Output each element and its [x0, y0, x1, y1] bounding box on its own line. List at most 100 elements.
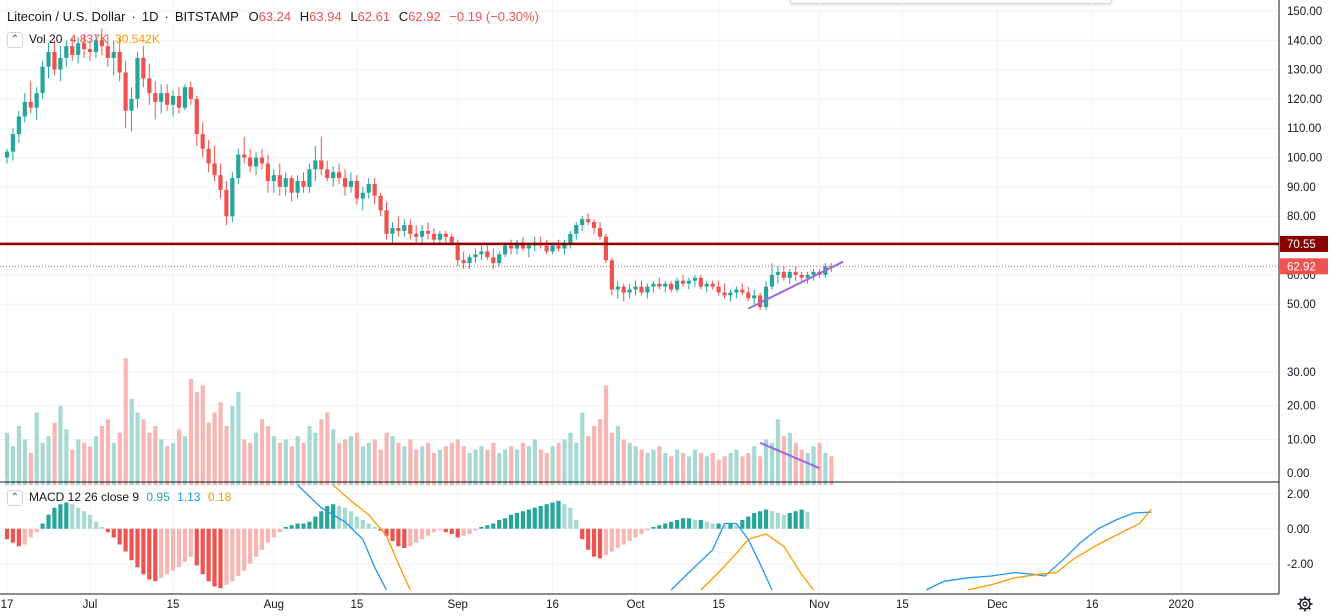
candle-body[interactable] [591, 222, 597, 228]
candle-body[interactable] [781, 271, 786, 278]
candle-body[interactable] [639, 286, 644, 293]
candle-body[interactable] [265, 163, 271, 182]
candle-body[interactable] [698, 277, 703, 287]
candle-body[interactable] [692, 277, 697, 281]
candle-body[interactable] [556, 245, 561, 249]
interval[interactable]: 1D [141, 9, 159, 24]
candle-body[interactable] [503, 245, 508, 255]
candle-body[interactable] [746, 292, 751, 299]
candle-body[interactable] [384, 210, 389, 234]
candle-body[interactable] [40, 66, 45, 94]
candle-body[interactable] [70, 46, 75, 55]
candle-body[interactable] [336, 172, 342, 179]
candle-body[interactable] [354, 181, 359, 199]
collapse-legend-button[interactable]: ⌃ [7, 32, 23, 48]
candle-body[interactable] [491, 257, 496, 264]
candle-body[interactable] [390, 227, 395, 234]
candle-body[interactable] [170, 95, 176, 105]
candle-body[interactable] [46, 51, 51, 67]
candle-body[interactable] [182, 87, 187, 108]
candle-body[interactable] [651, 283, 656, 287]
candle-body[interactable] [740, 289, 745, 293]
candle-body[interactable] [22, 101, 27, 117]
candle-body[interactable] [259, 157, 265, 164]
candle-body[interactable] [467, 257, 472, 264]
candle-body[interactable] [473, 254, 478, 258]
candle-body[interactable] [633, 286, 638, 290]
candle-body[interactable] [710, 283, 715, 287]
candle-body[interactable] [621, 286, 626, 293]
volume-indicator-name[interactable]: Vol 20 [29, 32, 63, 47]
candle-body[interactable] [550, 245, 555, 252]
candle-body[interactable] [645, 286, 650, 293]
candle-body[interactable] [568, 233, 573, 243]
candle-body[interactable] [526, 245, 531, 249]
candle-body[interactable] [372, 183, 377, 196]
candle-body[interactable] [34, 93, 39, 108]
candle-body[interactable] [58, 57, 63, 70]
candle-body[interactable] [360, 192, 365, 199]
candle-body[interactable] [165, 93, 170, 105]
candle-body[interactable] [497, 254, 502, 264]
candle-body[interactable] [811, 271, 816, 275]
candle-body[interactable] [52, 51, 57, 70]
candle-body[interactable] [716, 286, 721, 293]
candle-body[interactable] [686, 280, 692, 284]
candle-body[interactable] [236, 154, 241, 179]
candle-body[interactable] [514, 242, 520, 249]
candle-body[interactable] [704, 283, 709, 287]
candle-body[interactable] [586, 219, 591, 223]
candle-body[interactable] [129, 98, 134, 111]
candle-body[interactable] [87, 49, 93, 52]
candle-body[interactable] [769, 274, 775, 287]
candle-body[interactable] [396, 227, 401, 231]
candle-body[interactable] [99, 40, 104, 47]
macd-indicator-name[interactable]: MACD 12 26 close 9 [29, 490, 140, 505]
candle-body[interactable] [141, 57, 146, 79]
candle-body[interactable] [93, 40, 99, 52]
candle-body[interactable] [627, 289, 632, 293]
candle-body[interactable] [248, 157, 253, 167]
candle-body[interactable] [206, 148, 211, 164]
candle-body[interactable] [230, 178, 235, 217]
candle-body[interactable] [758, 295, 763, 308]
candle-body[interactable] [81, 43, 87, 50]
candle-body[interactable] [176, 95, 182, 108]
candle-body[interactable] [378, 195, 383, 211]
candle-body[interactable] [420, 230, 425, 237]
candle-body[interactable] [669, 283, 674, 290]
candle-body[interactable] [111, 51, 116, 58]
candle-body[interactable] [64, 46, 69, 58]
candle-body[interactable] [402, 225, 407, 231]
candle-body[interactable] [105, 46, 110, 58]
candle-body[interactable] [805, 274, 810, 278]
candle-body[interactable] [283, 178, 288, 187]
price-axis[interactable] [1279, 0, 1334, 616]
candle-body[interactable] [4, 151, 10, 158]
candle-body[interactable] [787, 271, 792, 278]
candle-body[interactable] [455, 242, 460, 261]
candle-body[interactable] [117, 51, 122, 73]
candle-body[interactable] [76, 43, 81, 55]
candle-body[interactable] [224, 189, 229, 217]
candle-body[interactable] [253, 157, 259, 167]
candle-body[interactable] [313, 160, 318, 170]
candle-body[interactable] [153, 93, 158, 102]
candle-body[interactable] [449, 236, 454, 243]
candle-body[interactable] [289, 178, 294, 193]
candle-body[interactable] [734, 289, 739, 293]
candle-body[interactable] [793, 271, 798, 275]
candle-body[interactable] [331, 172, 336, 179]
candle-body[interactable] [461, 260, 466, 264]
candle-body[interactable] [348, 181, 354, 187]
price-trendline[interactable] [747, 260, 844, 310]
candle-body[interactable] [123, 72, 128, 111]
candle-body[interactable] [775, 271, 780, 275]
candle-body[interactable] [425, 230, 431, 234]
candle-body[interactable] [366, 183, 371, 193]
candle-body[interactable] [580, 219, 585, 226]
candle-body[interactable] [135, 57, 140, 99]
drawing-toolbar-edge[interactable] [790, 0, 1112, 4]
candle-body[interactable] [763, 286, 769, 308]
